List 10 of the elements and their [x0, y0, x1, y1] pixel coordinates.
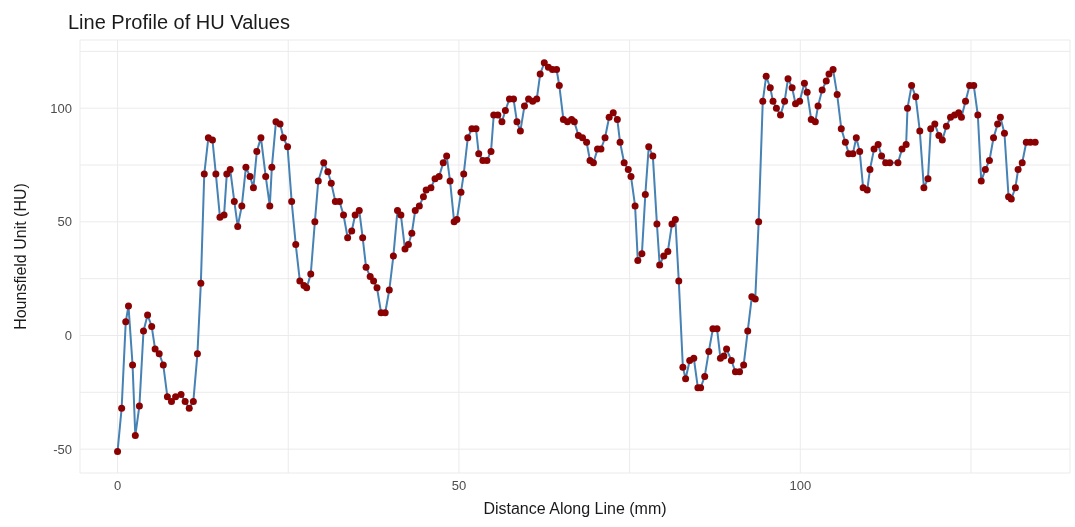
x-tick-label: 100 [789, 478, 812, 494]
y-axis-title: Hounsfield Unit (HU) [11, 183, 29, 330]
chart-title: Line Profile of HU Values [67, 10, 291, 35]
x-tick-label: 50 [451, 478, 467, 494]
y-tick-label: 0 [64, 328, 72, 344]
x-tick-label: 0 [113, 478, 122, 494]
x-axis-title: Distance Along Line (mm) [483, 500, 667, 517]
y-tick-label: -50 [53, 441, 72, 457]
y-tick-label: 100 [50, 100, 72, 116]
y-tick-label: 50 [57, 214, 72, 230]
